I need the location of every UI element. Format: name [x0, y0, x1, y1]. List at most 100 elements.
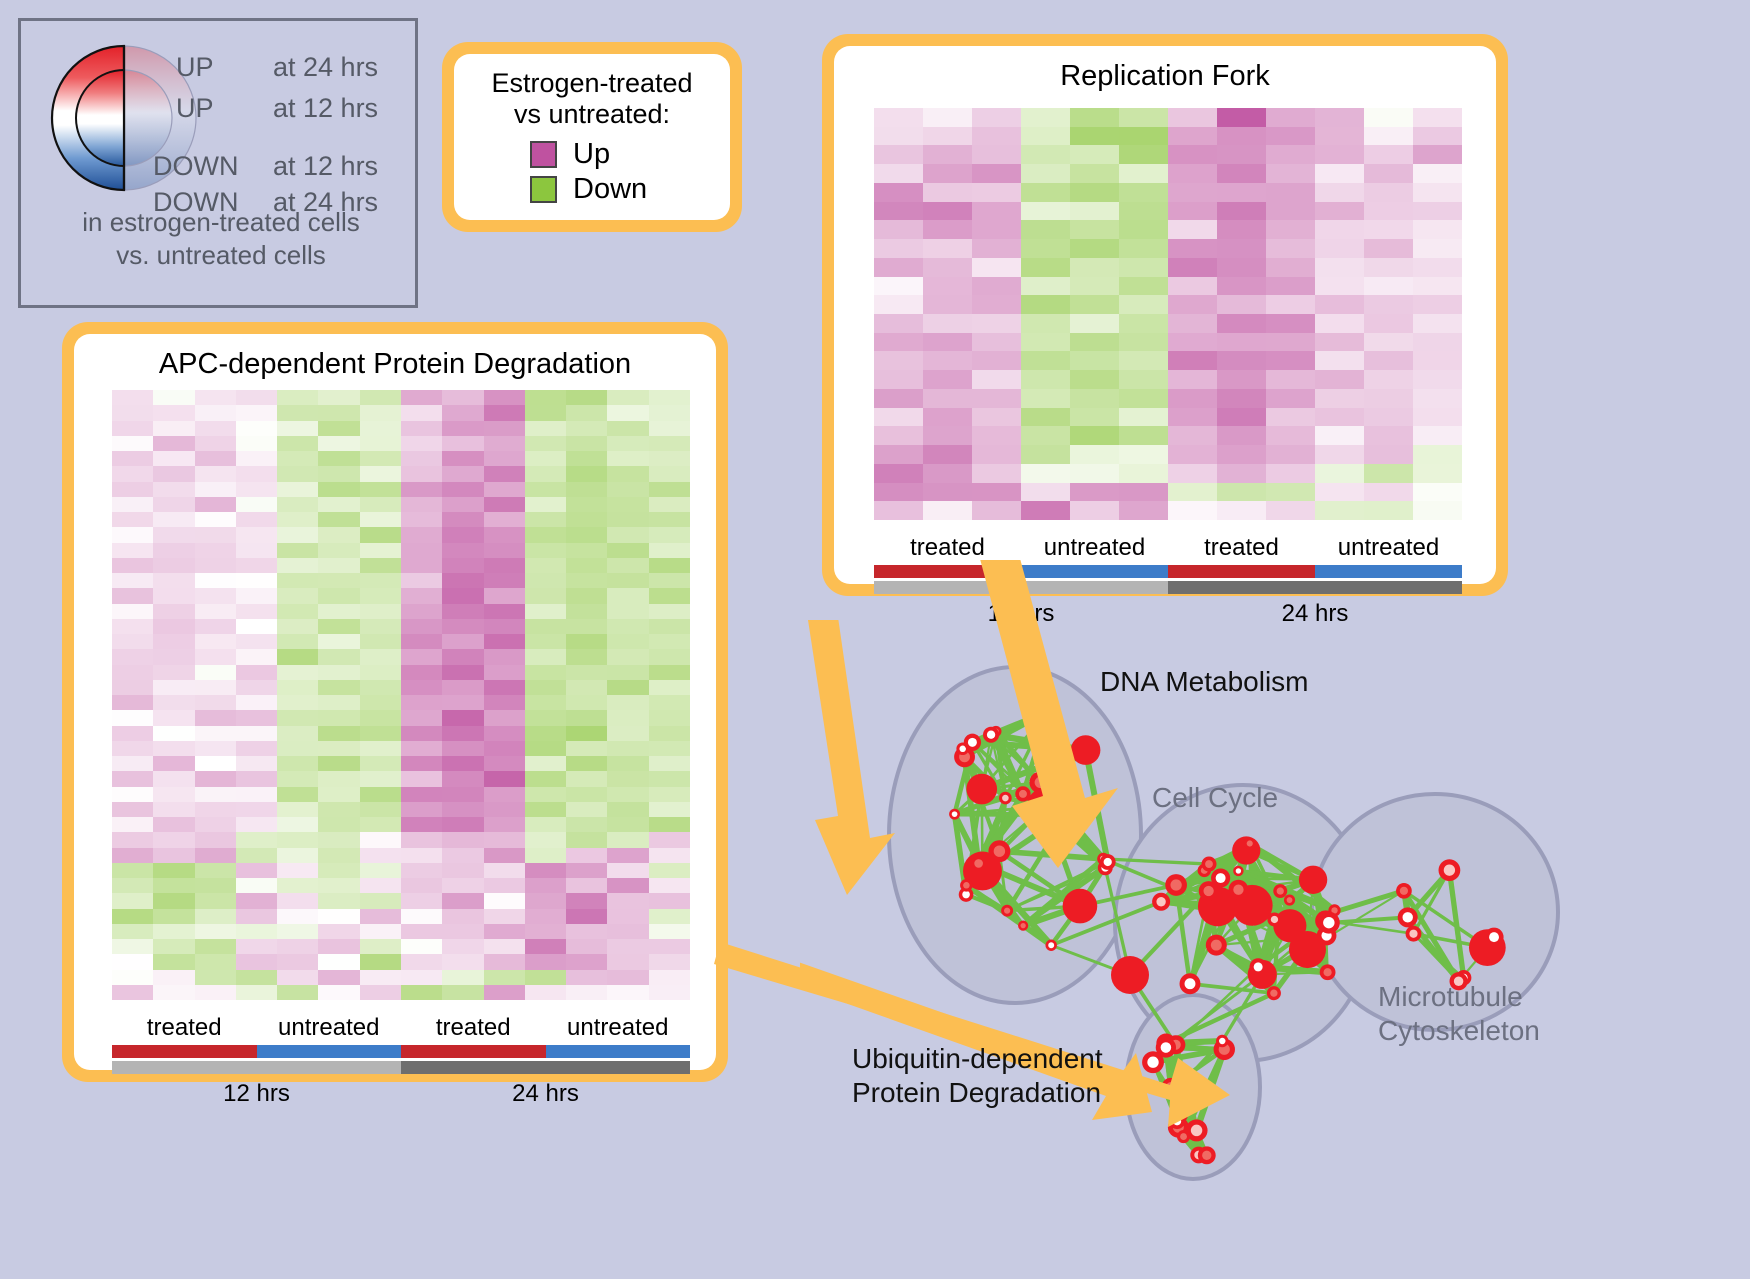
network-node-core [1062, 810, 1071, 819]
heatmap-cell [277, 527, 319, 543]
heatmap-cell [483, 573, 525, 589]
heatmap-cell [1315, 276, 1364, 296]
heatmap-cell [1315, 108, 1364, 127]
heatmap-cell [277, 573, 319, 589]
heatmap-cell [1021, 426, 1070, 446]
heatmap-cell [400, 451, 443, 467]
network-node[interactable] [1298, 865, 1328, 894]
heatmap-cell [1315, 426, 1364, 446]
heatmap-cell [566, 756, 608, 772]
heatmap-cell [235, 679, 278, 695]
network-node[interactable] [1070, 735, 1101, 765]
heatmap-cell [1168, 220, 1217, 240]
heatmap-cell [648, 573, 690, 589]
heatmap-cell [972, 145, 1021, 165]
heatmap-cell [1266, 295, 1315, 314]
heatmap-cell [607, 695, 649, 711]
heatmap-cell [153, 390, 195, 406]
heatmap-cell [112, 725, 154, 741]
heatmap-cell [607, 740, 649, 756]
heatmap-cell [524, 878, 567, 894]
heatmap-cell [277, 512, 319, 528]
heatmap-cell [153, 908, 195, 924]
network-node[interactable] [966, 773, 998, 805]
network-node-core [1235, 868, 1242, 874]
heatmap-cell [235, 634, 278, 650]
heatmap-cell [1364, 126, 1413, 146]
heatmap-cell [1315, 501, 1364, 520]
heatmap-cell [400, 695, 443, 711]
heatmap-cell [648, 695, 690, 711]
heatmap-cell [277, 588, 319, 604]
heatmap-cell [1119, 407, 1168, 427]
heatmap-cell [277, 878, 319, 894]
network-edge [1247, 841, 1337, 913]
apc-group-labels: treated untreated treated untreated [112, 1014, 690, 1042]
heatmap-cell [524, 679, 567, 695]
axis-group-label: untreated [567, 1014, 669, 1041]
heatmap-cell [1315, 126, 1364, 146]
heatmap-cell [277, 969, 319, 985]
heatmap-cell [566, 923, 608, 939]
heatmap-cell [112, 740, 154, 756]
heatmap-cell [566, 786, 608, 802]
heatmap-cell [277, 649, 319, 665]
heatmap-cell [1070, 239, 1119, 258]
wheel-row-1-time: at 12 hrs [273, 93, 379, 123]
heatmap-cell [607, 969, 649, 985]
heatmap-cell [359, 817, 401, 833]
heatmap-cell [235, 466, 278, 482]
heatmap-cell [1364, 332, 1413, 352]
heatmap-cell [359, 832, 401, 848]
heatmap-cell [874, 332, 923, 352]
heatmap-cell [1364, 295, 1413, 314]
heatmap-cell [153, 512, 195, 528]
heatmap-cell [483, 649, 525, 665]
heatmap-cell [483, 939, 525, 955]
heatmap-cell [400, 878, 443, 894]
heatmap-cell [153, 725, 195, 741]
heatmap-cell [483, 756, 525, 772]
heatmap-cell [1266, 126, 1315, 146]
updown-legend-panel: Estrogen-treated vs untreated: Up Down [442, 42, 742, 232]
heatmap-cell [1413, 463, 1462, 483]
network-node[interactable] [1026, 788, 1063, 825]
wheel-row-3-time: at 24 hrs [273, 187, 379, 217]
heatmap-cell [112, 603, 154, 619]
heatmap-cell [483, 771, 525, 787]
network-node[interactable] [1288, 931, 1326, 969]
network-node-core [986, 730, 996, 739]
heatmap-cell [648, 923, 690, 939]
heatmap-cell [1217, 445, 1266, 464]
network-node[interactable] [1062, 888, 1098, 924]
heatmap-cell [483, 634, 525, 650]
heatmap-cell [359, 634, 401, 650]
heatmap-cell [972, 426, 1021, 446]
heatmap-cell [483, 435, 525, 451]
heatmap-cell [1315, 370, 1364, 389]
heatmap-cell [400, 542, 443, 558]
heatmap-cell [1070, 201, 1119, 221]
heatmap-cell [277, 939, 319, 955]
heatmap-cell [442, 695, 484, 711]
network-node[interactable] [1111, 956, 1149, 994]
heatmap-cell [923, 463, 972, 483]
heatmap-cell [1364, 482, 1413, 502]
axis-group-bar [545, 1045, 690, 1058]
heatmap-cell [359, 405, 401, 421]
heatmap-cell [277, 695, 319, 711]
heatmap-cell [566, 420, 608, 436]
heatmap-cell [566, 588, 608, 604]
heatmap-cell [1413, 108, 1462, 127]
time-group-label: 12 hrs [223, 1080, 290, 1107]
heatmap-cell [607, 786, 649, 802]
heatmap-cell [1070, 501, 1119, 520]
heatmap-cell [277, 618, 319, 634]
heatmap-cell [359, 679, 401, 695]
network-node-core [1103, 857, 1112, 867]
heatmap-cell [648, 603, 690, 619]
heatmap-cell [235, 954, 278, 970]
up-swatch-icon [530, 141, 557, 169]
heatmap-cell [566, 695, 608, 711]
heatmap-cell [524, 939, 567, 955]
